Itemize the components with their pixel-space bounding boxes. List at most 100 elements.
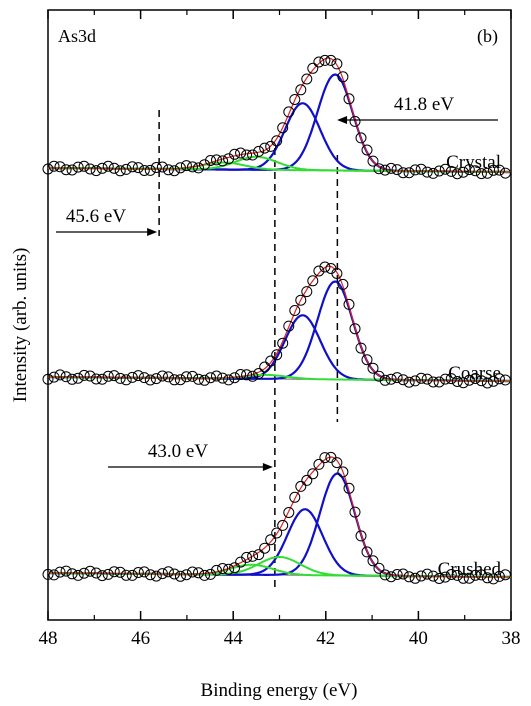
data-point-coarse bbox=[451, 376, 463, 387]
data-point-crystal bbox=[391, 164, 403, 176]
data-point-coarse bbox=[156, 370, 168, 382]
data-point-crushed bbox=[223, 563, 235, 575]
data-point-crystal bbox=[343, 93, 355, 105]
data-point-crystal bbox=[469, 165, 481, 177]
data-point-crystal bbox=[475, 168, 487, 180]
data-point-coarse bbox=[313, 265, 325, 277]
data-point-crystal bbox=[295, 84, 307, 96]
data-point-crystal bbox=[229, 148, 241, 160]
data-point-crushed bbox=[42, 568, 54, 580]
data-point-coarse bbox=[379, 374, 391, 386]
data-point-coarse bbox=[271, 349, 283, 361]
data-point-crystal bbox=[66, 164, 78, 176]
data-point-crushed bbox=[481, 572, 493, 584]
data-point-coarse bbox=[211, 370, 222, 382]
data-point-crushed bbox=[391, 569, 403, 580]
data-point-crushed bbox=[259, 542, 271, 554]
data-point-coarse bbox=[493, 373, 505, 385]
data-point-crushed bbox=[397, 568, 409, 580]
data-point-crushed bbox=[433, 573, 445, 584]
energy-annotations: 41.8 eV 45.6 eV 43.0 eV bbox=[56, 94, 498, 471]
data-point-crystal bbox=[361, 144, 373, 156]
data-point-crystal bbox=[445, 165, 457, 177]
data-point-crystal bbox=[150, 162, 162, 173]
data-point-coarse bbox=[265, 355, 277, 367]
data-point-coarse bbox=[343, 298, 355, 310]
data-point-coarse bbox=[427, 376, 439, 388]
data-point-coarse bbox=[229, 372, 241, 384]
data-point-crystal bbox=[78, 160, 90, 172]
data-point-coarse bbox=[168, 374, 180, 386]
data-point-crushed bbox=[247, 550, 259, 562]
data-point-crystal bbox=[319, 54, 331, 66]
data-point-coarse bbox=[307, 275, 319, 287]
data-point-crystal bbox=[96, 162, 108, 174]
data-point-crushed bbox=[84, 565, 96, 577]
data-point-coarse bbox=[337, 278, 349, 290]
data-point-crushed bbox=[199, 569, 210, 581]
data-point-crystal bbox=[427, 167, 439, 179]
data-point-crushed bbox=[102, 568, 114, 580]
data-point-crystal bbox=[235, 147, 247, 159]
data-point-crystal bbox=[481, 167, 493, 179]
data-point-crushed bbox=[211, 564, 222, 576]
envelope-fit-coarse bbox=[48, 265, 511, 382]
data-point-coarse bbox=[54, 369, 66, 381]
data-point-crushed bbox=[463, 572, 475, 584]
data-point-crystal bbox=[277, 122, 289, 134]
x-axis-label: Binding energy (eV) bbox=[201, 680, 358, 701]
data-point-crushed bbox=[361, 546, 373, 558]
data-point-coarse bbox=[439, 373, 451, 385]
data-point-crystal bbox=[126, 161, 138, 173]
data-point-crystal bbox=[301, 73, 313, 85]
data-point-coarse bbox=[355, 342, 367, 354]
data-point-crystal bbox=[42, 163, 54, 175]
data-point-crystal bbox=[72, 161, 84, 173]
data-point-coarse bbox=[403, 376, 415, 388]
data-point-coarse bbox=[48, 371, 60, 383]
data-point-coarse bbox=[331, 268, 343, 279]
data-point-crushed bbox=[379, 569, 391, 581]
data-point-coarse bbox=[373, 370, 385, 382]
data-point-crystal bbox=[193, 162, 204, 174]
data-point-coarse bbox=[187, 370, 198, 382]
data-point-crushed bbox=[301, 474, 313, 486]
data-point-crystal bbox=[499, 167, 511, 179]
data-point-crystal bbox=[397, 167, 409, 179]
series-label-coarse: Coarse bbox=[448, 363, 501, 384]
data-point-crystal bbox=[457, 166, 469, 178]
data-point-crushed bbox=[78, 567, 90, 579]
data-point-crushed bbox=[331, 457, 343, 469]
data-point-crushed bbox=[187, 566, 198, 578]
data-point-crushed bbox=[132, 567, 144, 578]
x-tick-label: 48 bbox=[39, 628, 58, 649]
data-point-coarse bbox=[223, 374, 235, 386]
data-point-crystal bbox=[102, 160, 114, 172]
data-point-crystal bbox=[451, 168, 463, 180]
data-point-coarse bbox=[180, 371, 192, 383]
data-point-coarse bbox=[469, 373, 481, 384]
data-point-crushed bbox=[271, 527, 283, 539]
data-point-crystal bbox=[60, 164, 72, 176]
data-point-coarse bbox=[289, 305, 301, 316]
data-point-crystal bbox=[162, 164, 174, 176]
component-coarse-0 bbox=[48, 280, 511, 383]
data-point-crushed bbox=[168, 568, 180, 580]
data-point-coarse bbox=[391, 372, 403, 384]
data-point-crushed bbox=[150, 570, 162, 582]
data-point-crushed bbox=[108, 566, 120, 578]
data-point-crystal bbox=[168, 165, 180, 177]
data-point-coarse bbox=[361, 354, 373, 366]
data-point-crystal bbox=[48, 160, 60, 172]
data-point-coarse bbox=[487, 375, 499, 387]
data-point-crystal bbox=[433, 165, 445, 177]
data-point-coarse bbox=[397, 374, 409, 386]
data-point-crushed bbox=[421, 568, 433, 580]
arrow-43-0-head bbox=[262, 463, 273, 471]
data-point-crushed bbox=[409, 572, 421, 584]
data-point-crushed bbox=[313, 458, 325, 470]
data-point-crystal bbox=[120, 163, 132, 175]
data-point-coarse bbox=[385, 373, 397, 385]
data-point-crystal bbox=[174, 162, 186, 174]
